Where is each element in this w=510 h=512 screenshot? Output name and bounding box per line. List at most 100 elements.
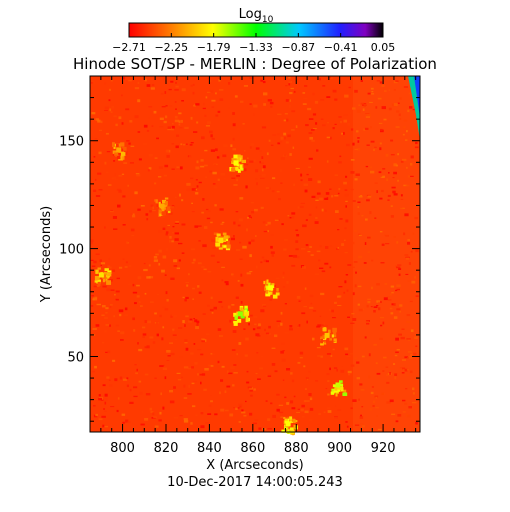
noise-pixel	[389, 307, 393, 310]
noise-pixel	[288, 104, 292, 108]
noise-pixel	[200, 381, 202, 385]
noise-pixel	[245, 337, 249, 341]
noise-pixel	[134, 364, 137, 366]
noise-pixel	[353, 230, 358, 232]
noise-pixel	[110, 209, 113, 212]
noise-pixel	[407, 351, 412, 353]
noise-pixel	[227, 305, 231, 309]
heatmap-region-right	[353, 76, 420, 432]
noise-pixel	[174, 119, 180, 123]
noise-pixel	[251, 239, 255, 242]
hotspot-pixel	[276, 288, 279, 292]
noise-pixel	[164, 115, 168, 119]
noise-pixel	[203, 102, 205, 106]
hotspot-pixel	[165, 201, 168, 206]
noise-pixel	[230, 366, 235, 369]
noise-pixel	[324, 209, 327, 212]
noise-pixel	[260, 309, 265, 313]
noise-pixel	[241, 409, 244, 412]
noise-pixel	[402, 368, 406, 371]
noise-pixel	[348, 86, 351, 89]
noise-pixel	[350, 188, 354, 191]
noise-pixel	[415, 295, 419, 297]
noise-pixel	[209, 394, 213, 396]
noise-pixel	[150, 411, 154, 413]
noise-pixel	[234, 95, 238, 98]
noise-pixel	[94, 178, 97, 181]
noise-pixel	[341, 366, 344, 368]
heatmap-edge-feature-core	[414, 76, 420, 118]
noise-pixel	[320, 118, 324, 120]
noise-pixel	[136, 284, 140, 287]
colorbar-tick-label: −1.33	[239, 41, 273, 54]
noise-pixel	[270, 105, 273, 108]
noise-pixel	[326, 136, 331, 139]
noise-pixel	[198, 181, 202, 184]
hotspot-pixel	[340, 387, 344, 392]
noise-pixel	[286, 79, 291, 82]
hotspot	[330, 380, 348, 397]
noise-pixel	[134, 191, 138, 195]
colorbar-tick-label: −0.87	[281, 41, 315, 54]
noise-pixel	[122, 258, 125, 260]
noise-pixel	[346, 289, 349, 292]
noise-pixel	[178, 327, 183, 329]
noise-pixel	[270, 245, 273, 249]
noise-pixel	[214, 413, 218, 416]
hotspot-pixel	[244, 305, 248, 309]
noise-pixel	[98, 394, 101, 397]
noise-pixel	[198, 225, 202, 227]
hotspot-pixel	[322, 334, 325, 339]
noise-pixel	[322, 340, 326, 344]
noise-pixel	[243, 163, 249, 166]
noise-pixel	[376, 80, 381, 82]
hotspot-pixel	[245, 317, 249, 323]
noise-pixel	[414, 146, 419, 149]
noise-pixel	[109, 324, 111, 327]
noise-pixel	[179, 166, 183, 170]
hotspot-core	[324, 332, 330, 338]
noise-pixel	[157, 294, 159, 296]
noise-pixel	[350, 322, 355, 324]
noise-pixel	[215, 148, 218, 152]
noise-pixel	[374, 182, 378, 184]
noise-pixel	[251, 211, 255, 214]
noise-pixel	[217, 363, 221, 365]
noise-pixel	[140, 305, 143, 307]
noise-pixel	[298, 324, 301, 327]
noise-pixel	[345, 421, 348, 423]
noise-pixel	[137, 99, 141, 103]
noise-pixel	[106, 376, 110, 379]
noise-pixel	[289, 328, 293, 331]
noise-pixel	[357, 140, 360, 143]
noise-pixel	[225, 318, 229, 322]
noise-pixel	[202, 244, 207, 248]
noise-pixel	[362, 108, 365, 111]
heatmap-hotspots	[94, 142, 348, 436]
heatmap-noise	[90, 76, 419, 431]
noise-pixel	[152, 341, 156, 344]
noise-pixel	[104, 110, 108, 111]
noise-pixel	[256, 352, 259, 354]
noise-pixel	[318, 259, 321, 262]
noise-pixel	[382, 168, 386, 170]
noise-pixel	[243, 168, 247, 172]
hotspot-pixel	[161, 212, 167, 216]
noise-pixel	[207, 304, 210, 307]
noise-pixel	[254, 323, 257, 326]
noise-pixel	[261, 173, 266, 177]
noise-pixel	[253, 316, 258, 318]
noise-pixel	[357, 201, 361, 203]
noise-pixel	[248, 241, 251, 245]
noise-pixel	[118, 309, 124, 313]
noise-pixel	[118, 175, 123, 177]
noise-pixel	[260, 261, 263, 264]
noise-pixel	[327, 393, 330, 396]
noise-pixel	[224, 409, 229, 412]
noise-pixel	[259, 150, 262, 152]
noise-pixel	[153, 416, 157, 419]
noise-pixel	[297, 408, 301, 410]
noise-pixel	[149, 336, 154, 339]
noise-pixel	[232, 330, 237, 333]
